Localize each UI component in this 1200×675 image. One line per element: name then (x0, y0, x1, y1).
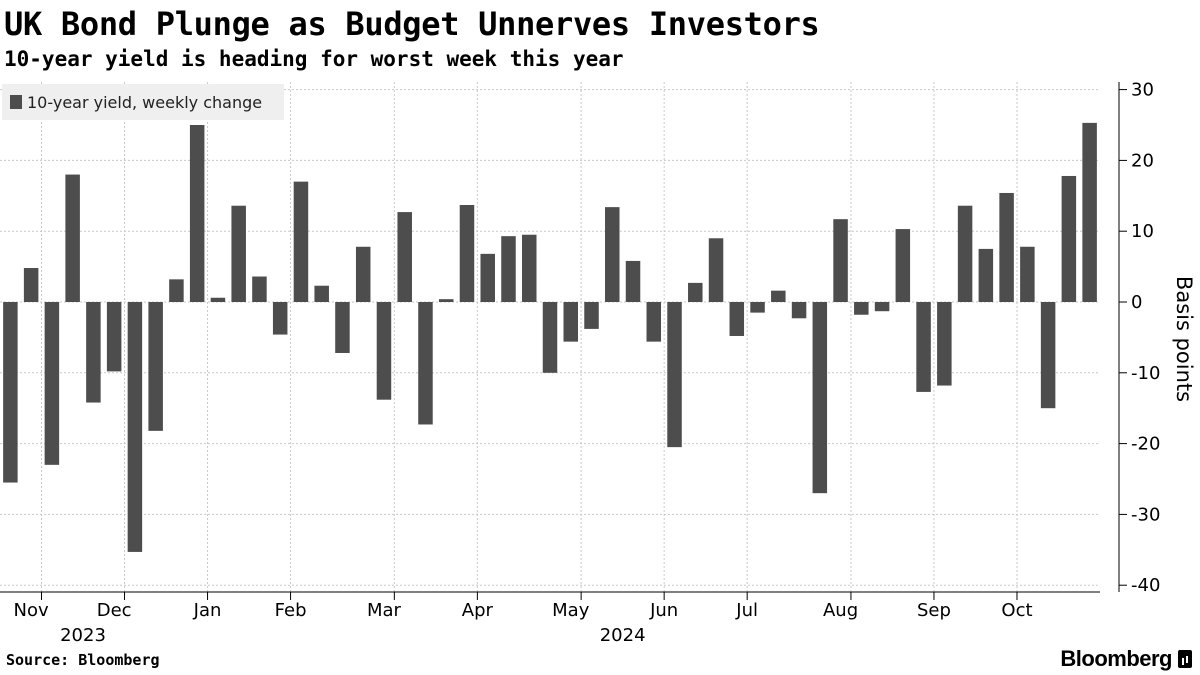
bar-series (3, 122, 1097, 552)
bar (169, 279, 184, 302)
legend-label: 10-year yield, weekly change (27, 93, 262, 112)
bar (376, 302, 392, 400)
x-tick-label: Mar (367, 600, 402, 621)
x-tick-label: Dec (97, 600, 132, 621)
source-note: Source: Bloomberg (6, 651, 160, 669)
brand-wordmark: Bloomberg (1060, 646, 1172, 671)
x-tick-label: Jan (193, 600, 222, 621)
bar (459, 205, 475, 302)
y-tick-label: -20 (1131, 434, 1160, 455)
chart-title: UK Bond Plunge as Budget Unnerves Invest… (4, 5, 820, 43)
x-tick-label: Nov (14, 600, 49, 621)
bar (750, 302, 765, 313)
bar (916, 302, 931, 392)
bar (895, 229, 911, 302)
y-tick-label: 20 (1131, 150, 1154, 171)
bar (480, 253, 495, 302)
bar (397, 212, 412, 302)
bar (874, 302, 890, 312)
gridlines (0, 82, 1100, 592)
bar (1040, 302, 1056, 409)
bar (833, 219, 848, 302)
brand-logo: Bloomberg (1060, 646, 1192, 672)
bar (542, 302, 558, 373)
chart-subtitle: 10-year yield is heading for worst week … (4, 47, 624, 71)
bar (708, 238, 724, 302)
legend-swatch (10, 95, 22, 109)
x-axis: Nov Dec Jan Feb Mar Apr May Jun Jul Aug Sep Oct 2023… (0, 591, 1100, 646)
bar (148, 302, 163, 431)
bar (127, 302, 143, 552)
bar (65, 174, 80, 302)
x-tick-label: Sep (917, 600, 951, 621)
year-label: 2023 (60, 625, 106, 646)
bar (937, 302, 952, 386)
legend: 10-year yield, weekly change (2, 84, 284, 120)
bar (272, 302, 288, 335)
legend-background (2, 84, 284, 120)
bar (978, 248, 994, 302)
bar (106, 302, 122, 372)
y-tick-label: -40 (1131, 575, 1160, 596)
bar (791, 302, 807, 319)
x-tick-label: Aug (823, 600, 858, 621)
y-tick-label: -30 (1131, 504, 1160, 525)
bar (3, 302, 18, 483)
bar (189, 125, 205, 302)
x-tick-label: Oct (1001, 600, 1032, 621)
x-tick-label: Jul (735, 600, 758, 621)
bar (729, 302, 745, 336)
bar (418, 302, 433, 425)
bar (501, 236, 516, 302)
bar (957, 205, 973, 302)
bar (563, 302, 579, 342)
bar (1020, 246, 1035, 302)
bar (1061, 175, 1077, 302)
x-tick-label: Jun (649, 600, 678, 621)
x-tick-label: Apr (462, 600, 494, 621)
x-tick-label: May (552, 600, 590, 621)
bar (23, 268, 39, 302)
bar (584, 302, 599, 329)
bar (210, 297, 226, 302)
bar (625, 260, 641, 302)
bar (1082, 122, 1097, 302)
bar (293, 181, 309, 302)
y-tick-label: -10 (1131, 363, 1160, 384)
bar (438, 299, 454, 302)
bar (86, 302, 101, 403)
bar (688, 282, 703, 302)
bar (854, 302, 869, 315)
y-axis-label: Basis points (1172, 276, 1196, 402)
bar (646, 302, 662, 342)
y-tick-label: 0 (1131, 292, 1142, 313)
bar (335, 302, 350, 353)
bar (44, 302, 60, 465)
x-tick-label: Feb (275, 600, 307, 621)
y-tick-label: 30 (1131, 80, 1154, 101)
bloomberg-icon (1178, 650, 1192, 668)
year-label: 2024 (600, 625, 646, 646)
bar (521, 234, 537, 302)
bar (771, 290, 786, 302)
bar (314, 285, 329, 302)
bar (812, 302, 828, 494)
y-tick-label: 10 (1131, 221, 1154, 242)
bar (252, 276, 267, 302)
bar (355, 246, 371, 302)
y-axis: 30 20 10 0 -10 -20 -30 -40 (1118, 80, 1160, 596)
bar (605, 207, 620, 302)
bar (667, 302, 682, 448)
bar (231, 205, 246, 302)
bar (999, 192, 1014, 302)
